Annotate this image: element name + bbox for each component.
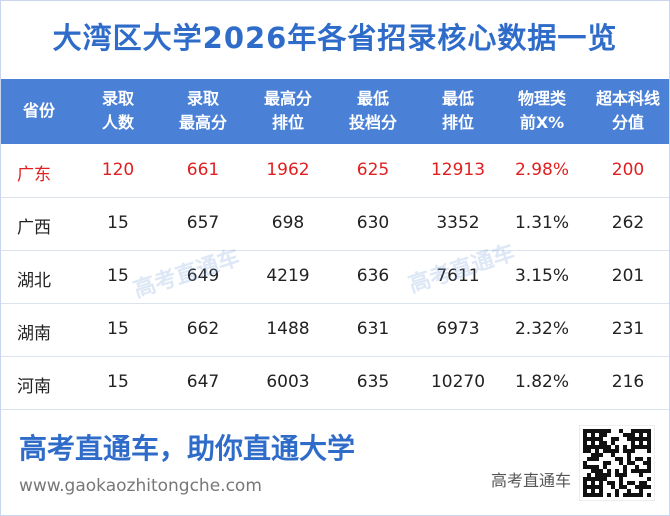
header-line: 投档分 <box>348 113 397 132</box>
table-header: 省份 录取 人数 录取 最高分 最高分 排位 最低 投档分 最低 排位 物理类 前X% 超本科线 分值 <box>1 79 669 144</box>
row-separator <box>1 409 669 410</box>
header-line: 排位 <box>441 113 474 132</box>
table-cell: 15 <box>107 372 129 392</box>
header-line: 录取 <box>186 89 219 108</box>
table-cell: 4219 <box>266 266 310 286</box>
header-cell: 最低 投档分 <box>331 87 415 135</box>
table-cell: 广东 <box>17 165 51 185</box>
header-cell: 物理类前X% <box>500 87 584 135</box>
table-cell: 2.98% <box>514 160 569 180</box>
watermark: 高考直通车 <box>405 240 518 299</box>
table-cell: 2.32% <box>514 319 569 339</box>
table-cell: 661 <box>186 160 220 180</box>
table-cell: 3.15% <box>514 266 569 286</box>
header-line: 超本科线 <box>595 89 660 108</box>
header-cell: 录取 最高分 <box>161 87 245 135</box>
row-separator <box>1 197 669 198</box>
header-line: 排位 <box>271 113 304 132</box>
table-cell: 231 <box>611 319 645 339</box>
table-cell: 河南 <box>17 377 51 397</box>
header-line: 前X% <box>519 113 565 132</box>
header-line: 最低 <box>356 89 389 108</box>
header-cell: 最低 排位 <box>416 87 500 135</box>
table-cell: 625 <box>356 160 390 180</box>
table-cell: 湖北 <box>17 271 51 291</box>
table-cell: 647 <box>186 372 220 392</box>
table-cell: 12913 <box>430 160 486 180</box>
table-cell: 15 <box>107 213 129 233</box>
table-cell: 10270 <box>430 372 486 392</box>
table-cell: 262 <box>611 213 645 233</box>
header-cell: 超本科线 分值 <box>586 87 669 135</box>
row-separator <box>1 250 669 251</box>
header-line: 人数 <box>101 113 134 132</box>
table-cell: 120 <box>101 160 135 180</box>
title: 大湾区大学2026年各省招录核心数据一览 <box>52 21 618 55</box>
table-cell: 1488 <box>266 319 310 339</box>
url: www.gaokaozhitongche.com <box>19 476 262 496</box>
header-line: 分值 <box>611 113 644 132</box>
table-cell: 15 <box>107 319 129 339</box>
table-cell: 649 <box>186 266 220 286</box>
header-cell: 省份 <box>1 99 81 123</box>
header-line: 最高分 <box>178 113 227 132</box>
table-cell: 698 <box>271 213 305 233</box>
header-line: 物理类 <box>517 89 566 108</box>
header-cell: 最高分 排位 <box>246 87 330 135</box>
table-cell: 657 <box>186 213 220 233</box>
row-separator <box>1 356 669 357</box>
slogan: 高考直通车，助你直通大学 <box>19 432 356 465</box>
header-line: 最低 <box>441 89 474 108</box>
table-cell: 1.31% <box>514 213 569 233</box>
table-cell: 1.82% <box>514 372 569 392</box>
header-line: 录取 <box>101 89 134 108</box>
table-cell: 7611 <box>436 266 480 286</box>
header-line: 省份 <box>22 101 55 120</box>
table-cell: 15 <box>107 266 129 286</box>
table-cell: 6973 <box>436 319 480 339</box>
table-cell: 216 <box>611 372 645 392</box>
table-cell: 3352 <box>436 213 480 233</box>
table-cell: 631 <box>356 319 390 339</box>
table-cell: 201 <box>611 266 645 286</box>
row-separator <box>1 303 669 304</box>
table-cell: 1962 <box>266 160 310 180</box>
brand: 高考直通车 <box>491 471 572 490</box>
table-cell: 635 <box>356 372 390 392</box>
qr-code <box>579 425 655 501</box>
table-cell: 广西 <box>17 218 51 238</box>
header-cell: 录取 人数 <box>76 87 160 135</box>
table-cell: 662 <box>186 319 220 339</box>
table-cell: 200 <box>611 160 645 180</box>
header-line: 最高分 <box>263 89 312 108</box>
table-cell: 636 <box>356 266 390 286</box>
table-cell: 630 <box>356 213 390 233</box>
table-cell: 6003 <box>266 372 310 392</box>
table-cell: 湖南 <box>17 324 51 344</box>
